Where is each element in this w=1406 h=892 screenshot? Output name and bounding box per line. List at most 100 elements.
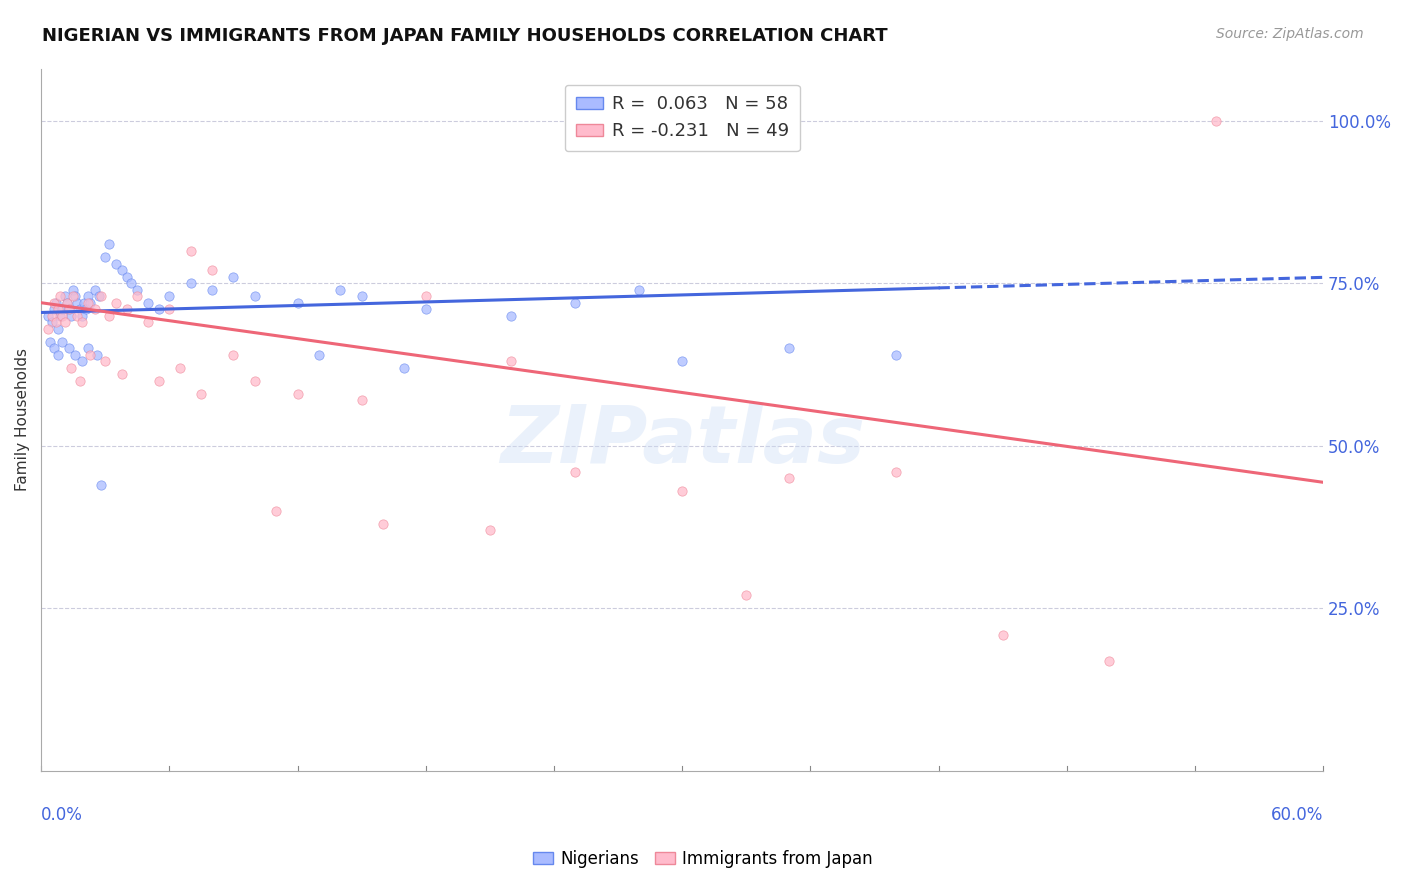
Point (60, 309, 83, 323)
Point (243, 374, 266, 388)
Point (70, 309, 93, 323)
Point (148, 374, 170, 388)
Point (94, 354, 117, 368)
Point (86, 348, 108, 362)
Point (37, 309, 59, 323)
Text: 60.0%: 60.0% (1271, 806, 1323, 824)
Point (394, 360, 416, 375)
Point (136, 315, 159, 329)
Point (66, 309, 89, 323)
Point (90, 478, 112, 492)
Point (308, 348, 330, 362)
Point (169, 360, 191, 375)
Point (371, 516, 394, 531)
Point (58, 302, 80, 317)
Point (136, 295, 159, 310)
Point (884, 465, 907, 479)
Point (1098, 654, 1121, 668)
Point (671, 484, 693, 499)
Point (111, 368, 134, 382)
Point (65, 348, 87, 362)
Point (66, 295, 89, 310)
Point (42, 341, 65, 355)
Point (46, 322, 69, 336)
Point (148, 302, 170, 317)
Point (264, 504, 287, 518)
Point (1205, 113, 1227, 128)
Point (115, 302, 138, 317)
Point (350, 289, 373, 303)
Point (46, 302, 69, 317)
Point (51, 334, 73, 349)
Point (564, 295, 586, 310)
Point (49, 289, 72, 303)
Point (49, 309, 72, 323)
Point (41, 309, 63, 323)
Point (70, 315, 93, 329)
Point (38, 334, 60, 349)
Point (991, 627, 1014, 641)
Point (329, 283, 352, 297)
Point (37, 322, 59, 336)
Point (75, 302, 97, 317)
Point (41, 315, 63, 329)
Point (501, 309, 523, 323)
Point (628, 283, 651, 297)
Point (62, 283, 84, 297)
Point (69, 374, 91, 388)
Point (287, 386, 309, 401)
Point (53, 289, 76, 303)
Point (98, 237, 121, 252)
Point (62, 289, 84, 303)
Point (222, 348, 245, 362)
Point (90, 289, 112, 303)
Point (98, 309, 121, 323)
Point (222, 269, 245, 284)
Point (87, 289, 110, 303)
Point (42, 295, 65, 310)
Point (55, 295, 77, 310)
Point (180, 244, 202, 258)
Point (127, 289, 149, 303)
Y-axis label: Family Households: Family Households (15, 349, 30, 491)
Point (564, 465, 586, 479)
Point (778, 341, 800, 355)
Point (415, 289, 437, 303)
Point (111, 263, 134, 277)
Point (287, 295, 309, 310)
Point (501, 354, 523, 368)
Point (65, 289, 87, 303)
Point (45, 295, 67, 310)
Point (69, 302, 91, 317)
Point (83, 302, 105, 317)
Point (115, 269, 138, 284)
Point (735, 589, 758, 603)
Legend: Nigerians, Immigrants from Japan: Nigerians, Immigrants from Japan (527, 844, 879, 875)
Point (157, 302, 180, 317)
Point (94, 250, 117, 264)
Point (58, 302, 80, 317)
Point (58, 341, 80, 355)
Point (884, 348, 907, 362)
Legend: R =  0.063   N = 58, R = -0.231   N = 49: R = 0.063 N = 58, R = -0.231 N = 49 (565, 85, 800, 152)
Point (104, 295, 127, 310)
Point (77, 289, 100, 303)
Point (127, 283, 149, 297)
Point (42, 302, 65, 317)
Point (70, 354, 93, 368)
Text: NIGERIAN VS IMMIGRANTS FROM JAPAN FAMILY HOUSEHOLDS CORRELATION CHART: NIGERIAN VS IMMIGRANTS FROM JAPAN FAMILY… (42, 27, 887, 45)
Point (243, 289, 266, 303)
Point (478, 524, 501, 538)
Point (46, 348, 69, 362)
Point (201, 283, 224, 297)
Point (53, 315, 76, 329)
Point (201, 263, 224, 277)
Point (79, 295, 101, 310)
Point (157, 289, 180, 303)
Point (120, 276, 142, 290)
Point (55, 295, 77, 310)
Text: 0.0%: 0.0% (41, 806, 83, 824)
Point (671, 354, 693, 368)
Point (77, 341, 100, 355)
Point (79, 348, 101, 362)
